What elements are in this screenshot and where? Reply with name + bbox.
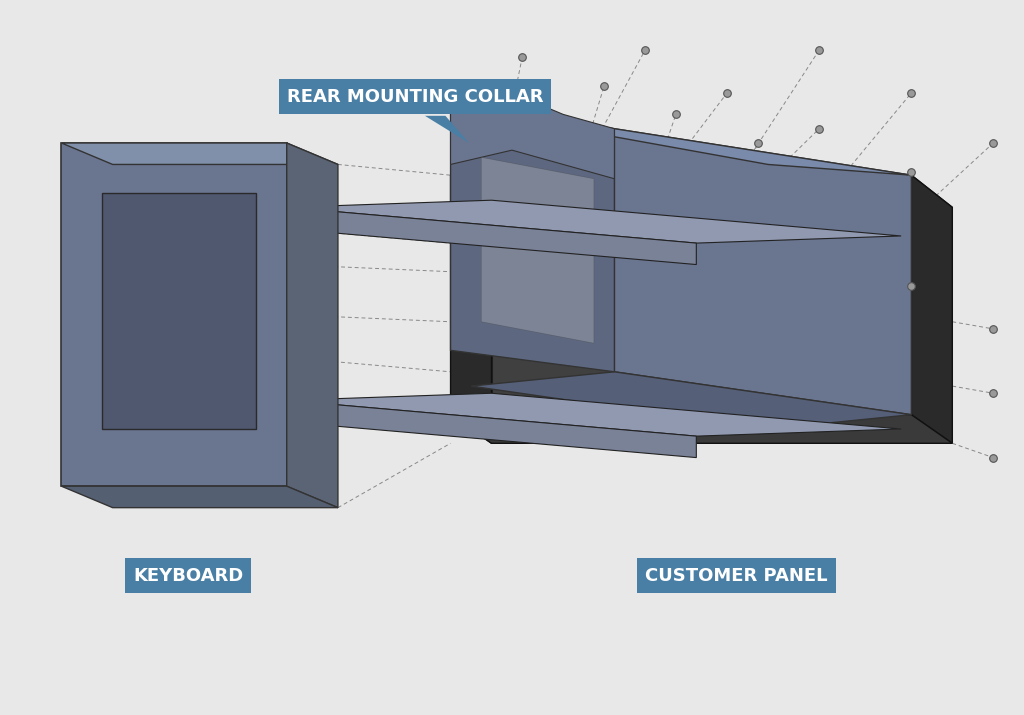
Polygon shape	[481, 157, 594, 343]
Polygon shape	[492, 207, 911, 415]
Polygon shape	[451, 415, 952, 443]
Polygon shape	[471, 372, 911, 429]
Polygon shape	[287, 200, 901, 243]
Polygon shape	[614, 129, 911, 415]
Polygon shape	[61, 486, 338, 508]
Polygon shape	[287, 143, 338, 508]
Polygon shape	[287, 207, 696, 265]
Text: CUSTOMER PANEL: CUSTOMER PANEL	[645, 566, 827, 585]
Polygon shape	[425, 116, 469, 143]
Polygon shape	[61, 143, 338, 164]
Text: KEYBOARD: KEYBOARD	[133, 566, 244, 585]
Polygon shape	[451, 175, 492, 443]
Polygon shape	[451, 93, 614, 179]
Text: REAR MOUNTING COLLAR: REAR MOUNTING COLLAR	[287, 87, 543, 106]
Polygon shape	[61, 143, 287, 486]
Polygon shape	[287, 393, 901, 436]
Polygon shape	[287, 400, 696, 458]
Polygon shape	[451, 175, 952, 207]
Polygon shape	[451, 107, 911, 175]
Polygon shape	[911, 175, 952, 443]
Polygon shape	[451, 107, 614, 372]
Polygon shape	[102, 193, 256, 429]
